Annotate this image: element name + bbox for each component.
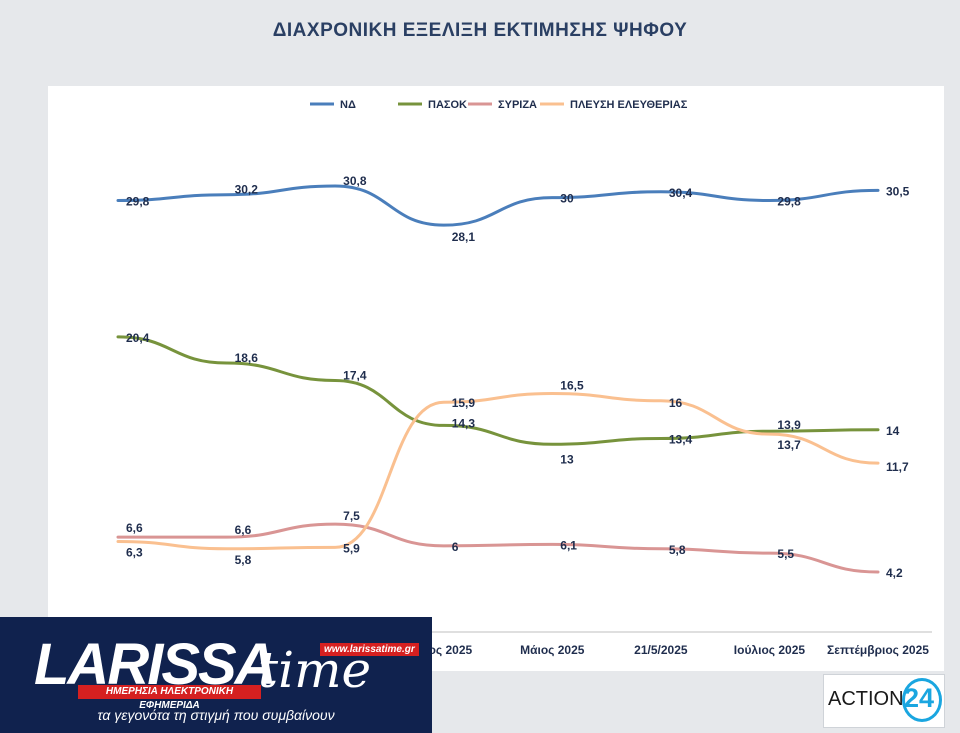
data-label: 30,5 — [886, 184, 910, 198]
data-label: 5,8 — [235, 553, 252, 567]
data-label: 11,7 — [886, 460, 909, 474]
series-line — [116, 335, 880, 446]
data-label: 15,9 — [452, 396, 476, 410]
series-line — [116, 522, 880, 574]
action24-logo-number: 24 — [904, 683, 935, 713]
legend-label: ΝΔ — [340, 99, 356, 111]
action24-logo-circle — [902, 678, 942, 722]
data-label: 30 — [560, 192, 574, 206]
larissa-logo-tagline: τα γεγονότα τη στιγμή που συμβαίνουν — [97, 707, 335, 723]
x-tick-label: Μάιος 2025 — [520, 643, 585, 657]
action24-logo-text: ACTION — [828, 688, 904, 710]
data-label: 6,1 — [560, 538, 577, 552]
larissa-time-logo: LARISSA time www.larissatime.gr ΗΜΕΡΗΣΙΑ… — [0, 617, 432, 733]
larissa-logo-name: LARISSA — [34, 632, 277, 697]
larissa-logo-url: www.larissatime.gr — [320, 643, 419, 656]
page-title: ΔΙΑΧΡΟΝΙΚΗ ΕΞΕΛΙΞΗ ΕΚΤΙΜΗΣΗΣ ΨΗΦΟΥ — [272, 20, 688, 41]
data-label: 5,9 — [343, 541, 360, 555]
larissa-logo-subtitle: ΗΜΕΡΗΣΙΑ ΗΛΕΚΤΡΟΝΙΚΗ ΕΦΗΜΕΡΙΔΑ — [78, 685, 261, 711]
legend-label: ΣΥΡΙΖΑ — [498, 99, 537, 111]
series-line — [116, 392, 880, 551]
line-chart: ...ιος 2025 Μάιος 2025 21/5/2025 Ιούλιος 20… — [48, 99, 932, 657]
x-tick-label: Ιούλιος 2025 — [734, 643, 806, 657]
x-tick-label: Σεπτέμβριος 2025 — [827, 643, 929, 657]
legend-label: ΠΛΕΥΣΗ ΕΛΕΥΘΕΡΙΑΣ — [570, 99, 688, 111]
data-label: 29,8 — [126, 195, 150, 209]
data-label: 13 — [560, 452, 574, 466]
data-label: 6,6 — [126, 521, 143, 535]
data-label: 16 — [669, 396, 683, 410]
data-label: 14,3 — [452, 416, 476, 430]
chart-panel: ...ιος 2025 Μάιος 2025 21/5/2025 Ιούλιος 20… — [48, 86, 944, 671]
data-label: 13,7 — [777, 438, 801, 452]
data-label: 13,4 — [669, 432, 693, 446]
data-label: 13,9 — [777, 418, 801, 432]
data-label: 30,8 — [343, 174, 367, 188]
data-label: 17,4 — [343, 368, 367, 382]
data-label: 6 — [452, 540, 459, 554]
data-label: 6,6 — [235, 523, 252, 537]
data-label: 30,2 — [235, 183, 259, 197]
action24-logo: ACTION 24 — [823, 674, 945, 728]
data-label: 14 — [886, 424, 900, 438]
x-tick-label: 21/5/2025 — [634, 643, 688, 657]
data-label: 30,4 — [669, 186, 693, 200]
data-label: 6,3 — [126, 546, 143, 560]
data-label: 29,8 — [777, 195, 801, 209]
data-label: 5,8 — [669, 543, 686, 557]
data-label: 16,5 — [560, 379, 584, 393]
data-label: 7,5 — [343, 509, 360, 523]
data-label: 5,5 — [777, 547, 794, 561]
data-label: 28,1 — [452, 230, 476, 244]
data-label: 20,4 — [126, 331, 150, 345]
data-label: 18,6 — [235, 351, 259, 365]
series-line — [116, 184, 880, 227]
legend-label: ΠΑΣΟΚ — [428, 99, 467, 111]
data-label: 4,2 — [886, 566, 903, 580]
